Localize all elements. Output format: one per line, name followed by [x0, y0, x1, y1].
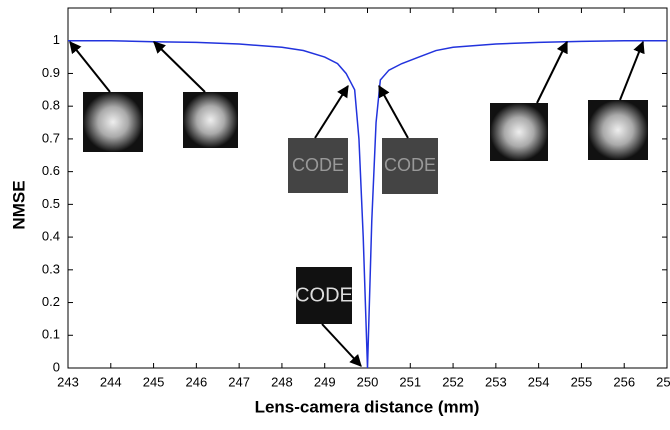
x-tick-label: 249: [314, 374, 336, 389]
y-tick-label: 0.3: [42, 261, 60, 276]
arrow: [70, 42, 110, 92]
y-tick-label: 0.1: [42, 327, 60, 342]
inset-image: [83, 92, 143, 152]
x-tick-label: 256: [613, 374, 635, 389]
x-tick-label: 245: [143, 374, 165, 389]
x-axis-label: Lens-camera distance (mm): [255, 397, 480, 416]
arrow: [154, 42, 205, 92]
x-tick-label: 246: [186, 374, 208, 389]
y-tick-label: 0.9: [42, 65, 60, 80]
inset-text: CODE: [292, 155, 344, 175]
x-tick-label: 252: [442, 374, 464, 389]
chart: Lens-camera distance (mm) NMSE 0 0.1 0.2 0.…: [0, 0, 670, 425]
insets: CODE CODE CODE: [70, 42, 648, 366]
y-tick-label: 0.7: [42, 130, 60, 145]
inset-text: CODE: [384, 155, 436, 175]
y-tick-label: 0.5: [42, 196, 60, 211]
arrow: [537, 42, 567, 103]
y-tick-label: 0.4: [42, 229, 60, 244]
arrow: [315, 86, 348, 138]
line-series: [68, 41, 667, 368]
x-tick-label: 254: [528, 374, 550, 389]
x-tick-label: 253: [485, 374, 507, 389]
plot-frame: [68, 8, 667, 368]
inset-text: CODE: [295, 284, 353, 306]
inset-image: [183, 92, 238, 148]
x-tick-label: 248: [271, 374, 293, 389]
y-tick-label: 1: [53, 32, 60, 47]
x-tick-label: 251: [399, 374, 421, 389]
y-tick-label: 0.8: [42, 98, 60, 113]
y-tick-label: 0.2: [42, 294, 60, 309]
x-tick-label: 255: [571, 374, 593, 389]
inset-image: [490, 103, 548, 161]
y-axis-label: NMSE: [9, 180, 28, 229]
x-tick-label: 243: [57, 374, 79, 389]
y-tick-label: 0: [53, 359, 60, 374]
y-tick-label: 0.6: [42, 163, 60, 178]
arrow: [620, 42, 643, 100]
x-tick-label: 244: [100, 374, 122, 389]
arrow: [322, 324, 361, 366]
inset-image: [588, 100, 648, 160]
x-tick-label: 257: [656, 374, 670, 389]
arrow: [379, 86, 408, 138]
x-tick-label: 247: [228, 374, 250, 389]
x-tick-label: 250: [357, 374, 379, 389]
